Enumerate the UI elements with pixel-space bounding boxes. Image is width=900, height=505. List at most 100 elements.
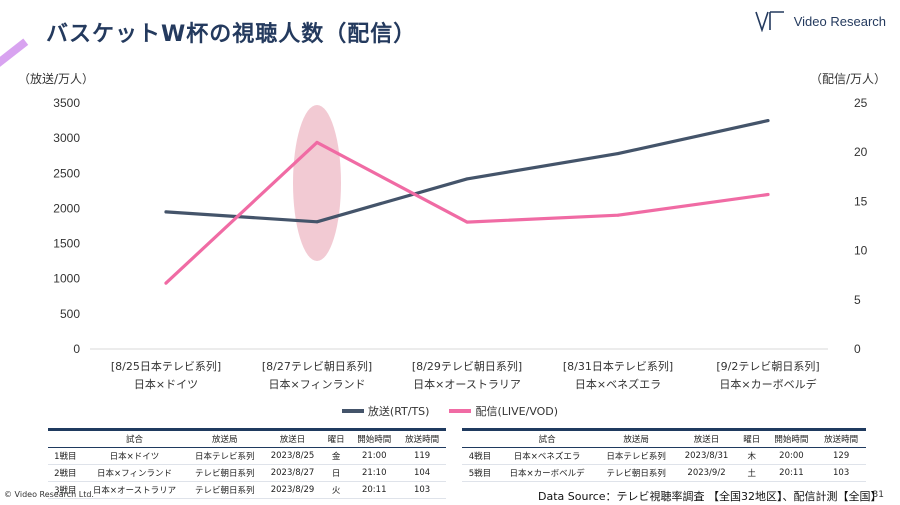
table-cell: 4戦目 bbox=[468, 452, 492, 462]
table-cell: 日本×カーボベルデ bbox=[509, 469, 585, 479]
table-cell: 1戦目 bbox=[54, 452, 77, 462]
right-axis-tick-label: 25 bbox=[854, 96, 868, 110]
table-cell: 日本×ドイツ bbox=[109, 452, 160, 462]
table-cell: 日本×オーストラリア bbox=[92, 486, 177, 496]
category-label-match: 日本×オーストラリア bbox=[413, 377, 521, 391]
broadcast-point bbox=[315, 220, 319, 224]
left-axis-tick-label: 2500 bbox=[53, 166, 80, 180]
table-header-cell: 開始時間 bbox=[766, 429, 817, 448]
table-header-cell: 試合 bbox=[82, 429, 187, 448]
right-axis-tick-label: 20 bbox=[854, 145, 868, 159]
category-label-match: 日本×ベネズエラ bbox=[575, 377, 661, 391]
table-header-cell: 曜日 bbox=[737, 429, 767, 448]
table-cell: 103 bbox=[413, 485, 431, 495]
table-cell: 日本テレビ系列 bbox=[606, 452, 666, 462]
data-source-text: Data Source：テレビ視聴率調査 【全国32地区】、配信計測【全国】 bbox=[538, 490, 882, 503]
table-cell: 129 bbox=[833, 451, 850, 461]
legend-label-streaming: 配信(LIVE/VOD) bbox=[475, 405, 559, 418]
right-axis-tick-label: 5 bbox=[854, 293, 861, 307]
table-cell: 日 bbox=[331, 469, 341, 479]
table-row: 4戦目 日本×ベネズエラ 日本テレビ系列 2023/8/31 木 20:00 129 bbox=[462, 448, 866, 465]
table-cell: テレビ朝日系列 bbox=[195, 486, 255, 496]
chart-legend: 放送(RT/TS) 配信(LIVE/VOD) bbox=[0, 403, 900, 419]
broadcast-point bbox=[465, 177, 469, 181]
table-cell: 金 bbox=[331, 452, 341, 462]
table-cell: 103 bbox=[833, 468, 850, 478]
left-axis-tick-label: 3000 bbox=[53, 131, 80, 145]
table-cell: 21:00 bbox=[361, 451, 387, 461]
logo-text: Video Research bbox=[793, 13, 886, 29]
left-axis-unit: （放送/万人） bbox=[18, 72, 95, 86]
table-cell: 20:11 bbox=[361, 485, 387, 495]
legend-label-broadcast: 放送(RT/TS) bbox=[367, 405, 430, 418]
category-label-network: [8/29テレビ朝日系列] bbox=[412, 359, 522, 373]
streaming-point bbox=[766, 193, 770, 196]
broadcast-point bbox=[616, 152, 620, 156]
table-header-cell: 放送日 bbox=[263, 429, 322, 448]
brand-logo: Video Research bbox=[754, 10, 886, 32]
copyright-text: © Video Research Ltd. bbox=[4, 490, 94, 499]
table-cell: テレビ朝日系列 bbox=[606, 469, 666, 479]
table-cell: 日本×フィンランド bbox=[97, 469, 172, 479]
table-header-cell: 放送局 bbox=[596, 429, 677, 448]
table-cell: 2023/8/29 bbox=[270, 485, 315, 495]
table-cell: 2023/8/31 bbox=[684, 451, 729, 461]
broadcast-point bbox=[766, 119, 770, 123]
category-label-network: [8/27テレビ朝日系列] bbox=[262, 359, 372, 373]
table-cell: 2023/9/2 bbox=[687, 468, 726, 478]
table-header-cell: 試合 bbox=[497, 429, 597, 448]
streaming-point bbox=[315, 140, 319, 144]
page-title: バスケットW杯の視聴人数（配信） bbox=[46, 22, 417, 47]
table-header-row: 試合 放送局 放送日 曜日 開始時間 放送時間 bbox=[48, 429, 446, 448]
left-axis-tick-label: 1500 bbox=[53, 237, 80, 251]
table-cell: 2戦目 bbox=[54, 469, 77, 479]
legend-item-streaming: 配信(LIVE/VOD) bbox=[449, 403, 558, 419]
streaming-point bbox=[164, 281, 168, 285]
left-axis-tick-label: 2000 bbox=[53, 201, 80, 215]
table-cell: 104 bbox=[413, 468, 431, 478]
category-label-match: 日本×ドイツ bbox=[134, 377, 198, 391]
page-number: 31 bbox=[872, 490, 884, 500]
highlight-ellipse bbox=[293, 105, 341, 261]
table-row: 5戦目 日本×カーボベルデ テレビ朝日系列 2023/9/2 土 20:11 103 bbox=[462, 465, 866, 482]
category-label-network: [9/2テレビ朝日系列] bbox=[716, 359, 819, 373]
table-cell: 20:11 bbox=[779, 468, 804, 478]
table-row: 3戦目 日本×オーストラリア テレビ朝日系列 2023/8/29 火 20:11 103 bbox=[48, 482, 446, 499]
table-cell: 2023/8/27 bbox=[270, 468, 315, 478]
logo-mark-icon bbox=[754, 11, 784, 32]
games-table-right: 試合 放送局 放送日 曜日 開始時間 放送時間 4戦目 日本×ベネズエラ 日本テレビ系列 202… bbox=[462, 428, 866, 482]
table-row: 1戦目 日本×ドイツ 日本テレビ系列 2023/8/25 金 21:00 119 bbox=[48, 448, 446, 465]
streaming-series-line bbox=[164, 140, 770, 285]
table-cell: 土 bbox=[747, 469, 757, 479]
right-axis-unit: （配信/万人） bbox=[809, 72, 886, 86]
category-label-network: [8/25日本テレビ系列] bbox=[111, 359, 221, 373]
table-header-cell: 放送時間 bbox=[398, 429, 446, 448]
right-axis-tick-label: 10 bbox=[854, 244, 868, 258]
table-cell: テレビ朝日系列 bbox=[195, 469, 255, 479]
table-header-cell: 放送時間 bbox=[816, 429, 866, 448]
table-header-cell: 放送局 bbox=[186, 429, 264, 448]
legend-item-broadcast: 放送(RT/TS) bbox=[341, 403, 430, 419]
table-cell: 21:10 bbox=[361, 468, 387, 478]
table-header-cell: 放送日 bbox=[676, 429, 738, 448]
table-header-row: 試合 放送局 放送日 曜日 開始時間 放送時間 bbox=[462, 429, 866, 448]
table-cell: 日本テレビ系列 bbox=[195, 452, 255, 462]
legend-swatch-broadcast bbox=[341, 409, 364, 413]
table-cell: 119 bbox=[413, 451, 431, 461]
legend-swatch-streaming bbox=[449, 409, 472, 413]
category-label-match: 日本×カーボベルデ bbox=[719, 377, 816, 391]
streaming-point bbox=[465, 220, 469, 224]
category-label-match: 日本×フィンランド bbox=[269, 377, 366, 391]
table-header-cell bbox=[462, 429, 498, 448]
table-cell: 木 bbox=[747, 452, 757, 462]
table-cell: 3戦目 bbox=[54, 486, 77, 496]
right-axis-tick-label: 0 bbox=[854, 342, 861, 356]
games-table-left: 試合 放送局 放送日 曜日 開始時間 放送時間 1戦目 日本×ドイツ 日本テレビ系列 2023/… bbox=[48, 428, 446, 499]
table-cell: 2023/8/25 bbox=[270, 451, 315, 461]
left-axis-tick-label: 500 bbox=[60, 307, 80, 321]
table-header-cell: 曜日 bbox=[321, 429, 351, 448]
table-header-cell: 開始時間 bbox=[350, 429, 399, 448]
table-cell: 20:00 bbox=[779, 451, 804, 461]
table-header-cell bbox=[48, 429, 83, 448]
